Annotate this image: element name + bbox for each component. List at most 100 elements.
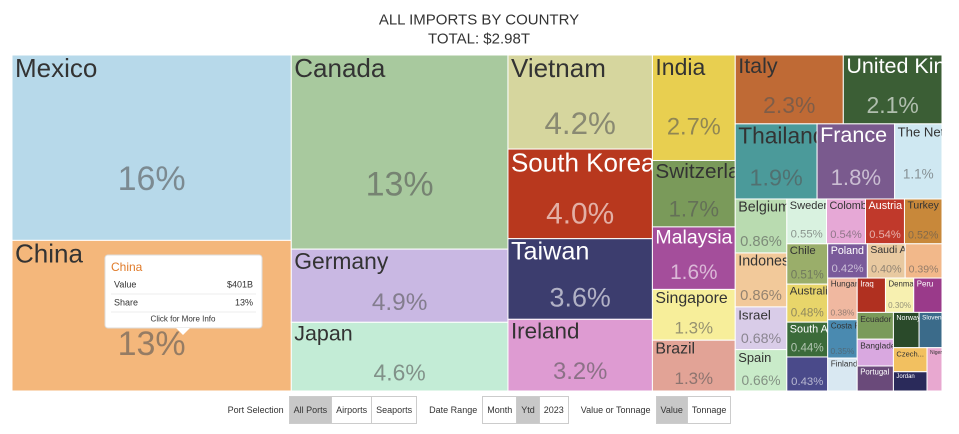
tile-label: India (655, 54, 705, 80)
tile (827, 357, 858, 392)
tile (856, 277, 886, 313)
value-label: 0.51% (791, 268, 824, 281)
tile-label: Bangladesh (860, 341, 905, 351)
value-label: 0.30% (888, 301, 911, 310)
tile-label: Peru (917, 280, 934, 289)
tile-label: Vietnam (511, 53, 606, 83)
tile-label: China (15, 239, 83, 269)
tile-label: Israel (738, 308, 771, 323)
tile (290, 248, 509, 323)
chart-subtitle: TOTAL: $2.98T (428, 30, 530, 47)
tile-label: Indonesia (738, 254, 800, 270)
tile-label: South Korea (511, 147, 656, 177)
value-label: 0.39% (909, 264, 939, 276)
tile-label: Iraq (860, 280, 874, 289)
tile (290, 54, 509, 250)
control-group: Port Selection All Ports Airports Seaports (228, 396, 418, 424)
value-label: 16% (118, 160, 186, 198)
value-label: 2.3% (763, 92, 815, 118)
value-label: 0.44% (791, 341, 824, 354)
tile-label: Japan (294, 322, 352, 346)
option-button[interactable]: Airports (331, 396, 373, 424)
value-label: 4.6% (374, 359, 426, 385)
tile-label: Saudi Arabia (870, 245, 930, 256)
value-label: 1.3% (675, 318, 714, 337)
tile (786, 283, 829, 323)
option-button[interactable]: All Ports (288, 396, 333, 424)
option-button[interactable]: Tonnage (686, 396, 732, 424)
tile (734, 306, 788, 351)
tile-label: Denmark (888, 280, 920, 289)
tile-label: Hungary (831, 280, 863, 289)
tile-label: Spain (738, 350, 771, 365)
value-label: 3.6% (550, 282, 611, 312)
tile-label: Singapore (655, 290, 727, 307)
value-label: 4.2% (544, 106, 615, 141)
tile-label: Italy (738, 54, 778, 78)
tile (507, 54, 653, 150)
value-label: 0.54% (869, 229, 901, 241)
option-button[interactable]: 2023 (538, 396, 569, 424)
tile (11, 54, 292, 241)
tile-label: Czech... (896, 349, 924, 358)
value-label: 0.55% (791, 229, 823, 241)
value-label: 1.7% (669, 196, 719, 221)
tile-label: Chile (790, 245, 816, 257)
tooltip: China Value $401B Share 13% Click for More In… (104, 254, 263, 335)
tile-label: Canada (294, 53, 386, 83)
value-label: 0.86% (740, 234, 782, 250)
tile-label: Switzerland (655, 160, 762, 183)
tile-label: Portugal (860, 368, 889, 377)
tile-label: South Africa (790, 323, 850, 335)
tile (734, 198, 788, 254)
tooltip-title: China (111, 260, 143, 274)
value-label: 2.7% (667, 114, 721, 140)
tile-label: Ecuador (860, 314, 891, 324)
tile (786, 356, 829, 392)
tooltip-value: 13% (235, 297, 253, 307)
option-button[interactable]: Ytd (516, 396, 540, 424)
tile-label: Thailand (738, 123, 825, 149)
value-label: 0.68% (741, 331, 782, 347)
tile-label: Slovenia (922, 314, 947, 321)
tile (892, 311, 920, 349)
control-group: Value or Tonnage Value Tonnage (581, 396, 732, 424)
tile-label: Ireland (511, 318, 579, 343)
chart-title: ALL IMPORTS BY COUNTRY (379, 11, 579, 28)
tile (507, 148, 653, 240)
value-label: 4.0% (546, 198, 614, 231)
value-label: 0.35% (830, 346, 854, 356)
option-button[interactable]: Seaports (371, 396, 418, 424)
tile (894, 123, 943, 200)
tile-label: Costa Rica (831, 321, 871, 330)
value-label: 0.42% (831, 263, 863, 275)
tile (734, 252, 788, 308)
control-label: Date Range (429, 405, 478, 415)
tile-label: Malaysia (655, 227, 732, 249)
tile-label: Sweden (790, 200, 830, 212)
tile (507, 318, 653, 392)
value-label: 2.1% (867, 92, 919, 118)
value-label: 0.66% (741, 373, 780, 388)
tile-label: Nigeria (930, 350, 946, 356)
value-label: 0.48% (791, 306, 824, 319)
tile (651, 339, 736, 392)
value-label: 13% (118, 325, 186, 363)
tile-label: Australia (790, 285, 835, 297)
value-label: 3.2% (553, 358, 607, 385)
control-label: Value or Tonnage (580, 405, 651, 415)
tile-label: Belgium (738, 200, 790, 216)
value-label: 1.9% (750, 165, 803, 191)
tooltip-footer: Click for More Info (151, 315, 216, 324)
tile-label: Poland (831, 245, 864, 257)
value-label: 0.38% (830, 308, 854, 318)
tile-label: Finland (831, 360, 858, 369)
tile-label: United Kingdom (846, 54, 959, 78)
tile (926, 347, 943, 392)
tile (651, 288, 736, 341)
option-button[interactable]: Value (655, 396, 688, 424)
tile (734, 349, 788, 392)
tile-label: Turkey (907, 200, 939, 211)
option-button[interactable]: Month (482, 396, 518, 424)
